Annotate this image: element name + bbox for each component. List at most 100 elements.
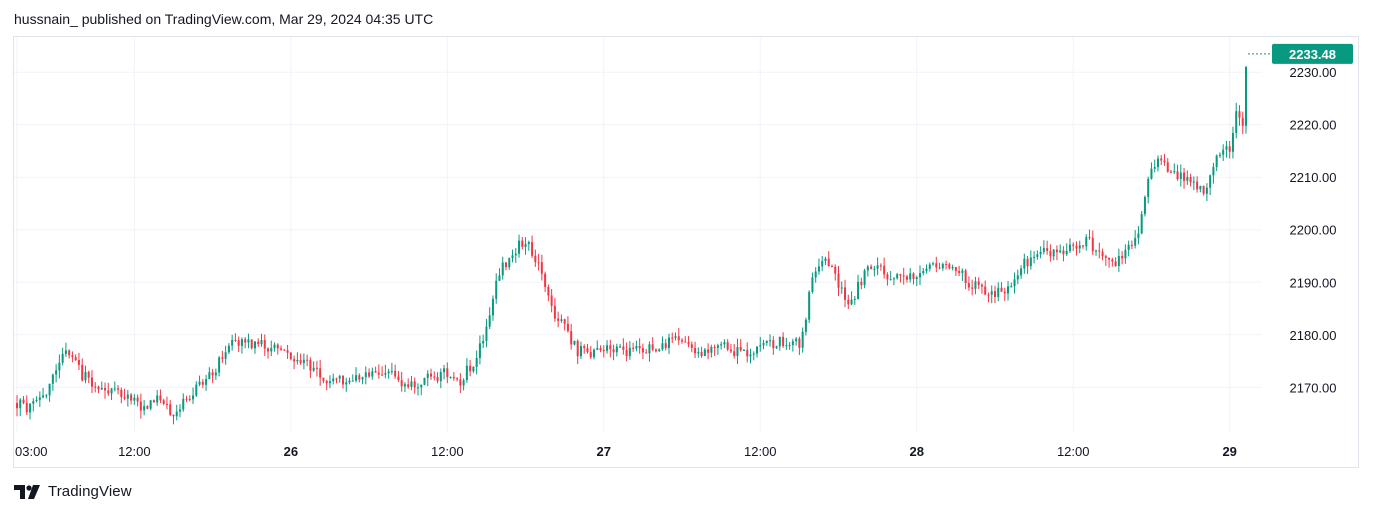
candle bbox=[570, 323, 573, 350]
candle bbox=[1173, 163, 1176, 174]
time-axis[interactable]: 03:00 12:00 26 12:00 27 12:00 28 12:00 29 bbox=[15, 444, 1237, 459]
candle-body bbox=[537, 262, 540, 264]
candle bbox=[182, 393, 185, 412]
candle bbox=[387, 368, 390, 379]
candle-body bbox=[850, 299, 853, 305]
candle bbox=[928, 262, 931, 272]
candle-body bbox=[87, 371, 90, 378]
candle-body bbox=[498, 275, 501, 281]
candle bbox=[997, 282, 1000, 302]
candle bbox=[315, 360, 318, 377]
candle-body bbox=[759, 345, 762, 347]
candle bbox=[550, 288, 553, 313]
author-name[interactable]: hussnain_ bbox=[14, 11, 78, 27]
candle-body bbox=[997, 287, 1000, 297]
candle-body bbox=[531, 242, 534, 256]
candle bbox=[126, 389, 129, 407]
candle bbox=[782, 332, 785, 348]
candle bbox=[879, 263, 882, 271]
chart-frame[interactable] bbox=[13, 36, 1359, 468]
candle-body bbox=[782, 336, 785, 347]
candle bbox=[844, 279, 847, 308]
candle bbox=[1000, 282, 1003, 293]
candle bbox=[250, 339, 253, 350]
candle-body bbox=[863, 270, 866, 286]
candle-body bbox=[133, 397, 136, 401]
candle-body bbox=[684, 341, 687, 343]
candle-body bbox=[430, 373, 433, 377]
candle-body bbox=[755, 346, 759, 354]
candle bbox=[795, 337, 798, 346]
candle bbox=[791, 338, 794, 352]
candle-body bbox=[1000, 287, 1003, 292]
candle-body bbox=[61, 353, 64, 363]
candle-body bbox=[64, 350, 67, 354]
candle bbox=[553, 297, 556, 322]
candle bbox=[1176, 164, 1179, 181]
footer-brand[interactable]: TradingView bbox=[14, 483, 132, 500]
candle-body bbox=[1127, 244, 1130, 250]
candle bbox=[345, 377, 348, 392]
candle bbox=[641, 343, 644, 360]
candle-body bbox=[139, 401, 142, 411]
candle-body bbox=[345, 382, 348, 385]
time-tick-label: 12:00 bbox=[431, 444, 464, 459]
candle-body bbox=[397, 376, 400, 381]
candle-body bbox=[478, 343, 481, 358]
candle-body bbox=[824, 258, 827, 261]
price-tick-label: 2210.00 bbox=[1290, 170, 1337, 185]
candle bbox=[322, 377, 325, 384]
candle-body bbox=[469, 365, 472, 372]
candle-body bbox=[335, 378, 338, 380]
candle-body bbox=[1166, 162, 1169, 172]
candle bbox=[817, 258, 820, 275]
candle-body bbox=[218, 357, 221, 373]
candle-body bbox=[1098, 250, 1101, 252]
candle bbox=[175, 404, 178, 421]
candle-body bbox=[808, 291, 811, 320]
candle bbox=[1199, 185, 1202, 193]
candle-body bbox=[873, 268, 876, 270]
candle-body bbox=[319, 368, 322, 378]
price-axis[interactable]: 2230.00 2220.00 2210.00 2200.00 2190.00 2180.… bbox=[1290, 65, 1337, 395]
candle-body bbox=[984, 286, 987, 295]
candle bbox=[514, 248, 517, 263]
candle bbox=[769, 334, 772, 347]
candle-body bbox=[280, 348, 283, 350]
candle-body bbox=[1218, 154, 1221, 156]
price-tick-label: 2200.00 bbox=[1290, 223, 1337, 238]
candle bbox=[638, 338, 641, 354]
candle-body bbox=[1065, 250, 1068, 255]
candle-body bbox=[390, 370, 393, 372]
candle bbox=[857, 274, 860, 300]
candle-body bbox=[1143, 197, 1146, 215]
candle bbox=[211, 368, 214, 383]
candle-body bbox=[703, 349, 706, 356]
candle-body bbox=[932, 263, 935, 265]
candle bbox=[390, 362, 393, 375]
candle bbox=[488, 307, 491, 329]
candle bbox=[612, 344, 615, 361]
candle bbox=[377, 364, 380, 379]
candle-body bbox=[29, 403, 32, 413]
candle-body bbox=[1020, 268, 1023, 276]
candle-body bbox=[156, 395, 159, 403]
candle bbox=[475, 350, 478, 375]
candle bbox=[909, 268, 912, 283]
candle-body bbox=[1196, 181, 1199, 190]
candle-body bbox=[915, 277, 918, 279]
candle-body bbox=[1062, 250, 1065, 255]
candle bbox=[524, 237, 527, 255]
candle-body bbox=[1140, 214, 1143, 234]
candle bbox=[726, 339, 729, 352]
candle bbox=[237, 336, 240, 353]
candle-body bbox=[521, 240, 524, 247]
candle-body bbox=[355, 375, 358, 381]
candle bbox=[478, 335, 481, 365]
candle-body bbox=[136, 397, 139, 402]
candle bbox=[123, 388, 126, 401]
candle bbox=[1209, 174, 1212, 195]
candle bbox=[811, 272, 814, 294]
candle bbox=[51, 373, 54, 391]
